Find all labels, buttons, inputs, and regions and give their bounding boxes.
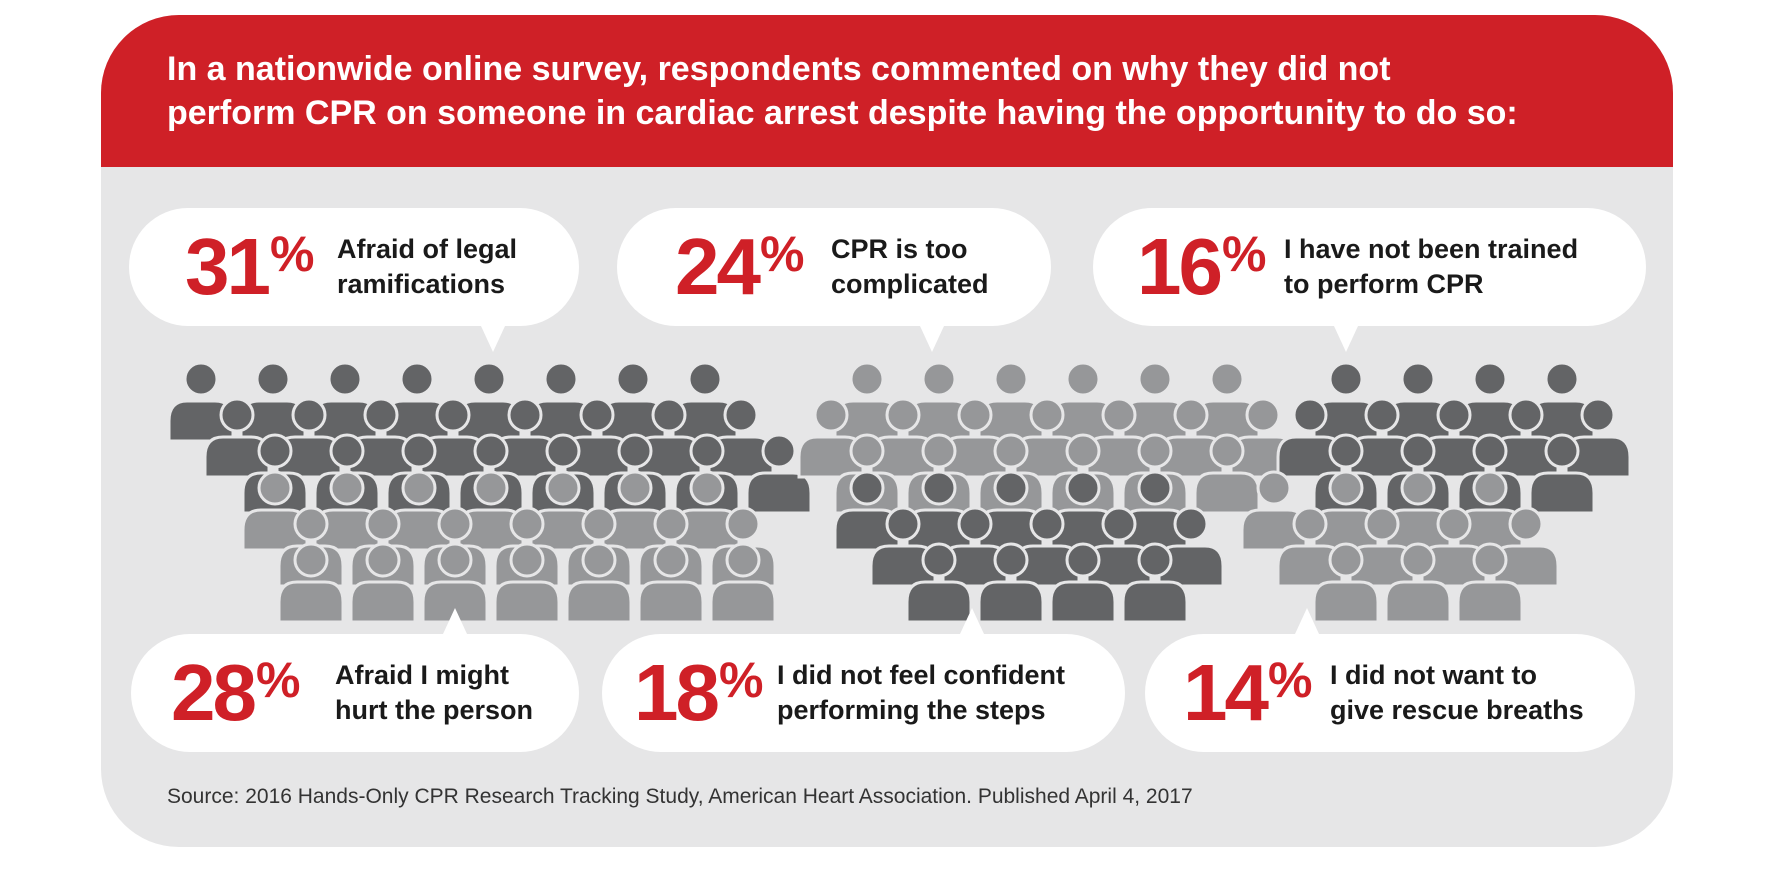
reason-bubble-not-trained: 16% I have not been trained to perform CP… [1093, 208, 1646, 352]
person-icon [637, 542, 705, 624]
person-icon [1193, 361, 1261, 443]
person-icon [1384, 542, 1452, 624]
person-icon [905, 361, 973, 443]
person-icon [1420, 506, 1488, 588]
person-icon [349, 542, 417, 624]
percent-value: 24% [675, 222, 805, 311]
reason-label: I did not want to give rescue breaths [1330, 660, 1584, 725]
person-icon [383, 361, 451, 443]
person-icon [1384, 361, 1452, 443]
source-note: Source: 2016 Hands-Only CPR Research Tra… [167, 785, 1193, 808]
person-icon [1348, 397, 1416, 479]
percent-value: 14% [1183, 648, 1313, 737]
person-icon [203, 397, 271, 479]
person-icon [1492, 397, 1560, 479]
reason-label: I have not been trained to perform CPR [1284, 234, 1579, 299]
person-icon [1456, 470, 1524, 552]
reason-label: Afraid I might hurt the person [335, 660, 534, 725]
person-icon [385, 470, 453, 552]
person-icon [275, 397, 343, 479]
person-icon [241, 470, 309, 552]
person-icon [1312, 470, 1380, 552]
percent-value: 31% [185, 222, 315, 311]
person-icon [313, 470, 381, 552]
percent-value: 18% [634, 648, 764, 737]
person-icon [239, 361, 307, 443]
person-icon [1456, 361, 1524, 443]
person-icon [1528, 361, 1596, 443]
person-icon [1420, 397, 1488, 479]
reason-bubble-not-confident: 18% I did not feel confident performing t… [602, 608, 1125, 752]
person-icon [671, 361, 739, 443]
person-icon [709, 542, 777, 624]
percent-value: 16% [1137, 222, 1267, 311]
person-icon [1121, 470, 1189, 552]
infographic-title: In a nationwide online survey, responden… [167, 47, 1647, 135]
reason-bubble-complicated: 24% CPR is too complicated [617, 208, 1051, 352]
reason-label: I did not feel confident performing the s… [777, 660, 1065, 725]
person-icon [905, 542, 973, 624]
person-icon [1121, 361, 1189, 443]
person-icon [833, 470, 901, 552]
person-icon [455, 361, 523, 443]
percent-value: 28% [171, 648, 301, 737]
person-icon [1528, 433, 1596, 515]
person-icon [1276, 506, 1344, 588]
person-icon [1049, 361, 1117, 443]
reason-label: Afraid of legal ramifications [337, 234, 518, 299]
person-icon [167, 361, 235, 443]
person-icon [277, 542, 345, 624]
person-icon [1121, 542, 1189, 624]
person-icon [565, 542, 633, 624]
person-icon [1193, 433, 1261, 515]
reason-bubble-hurt-person: 28% Afraid I might hurt the person [131, 608, 579, 752]
person-icon [1049, 542, 1117, 624]
title-line-2: perform CPR on someone in cardiac arrest… [167, 94, 1518, 132]
person-icon [1492, 506, 1560, 588]
person-icon [1312, 361, 1380, 443]
title-banner [101, 15, 1673, 167]
person-icon [311, 361, 379, 443]
person-icon [493, 542, 561, 624]
person-icon [527, 361, 595, 443]
title-line-1: In a nationwide online survey, responden… [167, 50, 1391, 88]
person-icon [977, 542, 1045, 624]
person-icon [745, 433, 813, 515]
reason-bubble-rescue-breaths: 14% I did not want to give rescue breaths [1145, 608, 1635, 752]
person-icon [421, 542, 489, 624]
person-icon [599, 361, 667, 443]
reason-bubble-legal: 31% Afraid of legal ramifications [129, 208, 579, 352]
person-icon [797, 397, 865, 479]
person-icon [1312, 542, 1380, 624]
reason-label: CPR is too complicated [831, 234, 989, 299]
person-icon [833, 361, 901, 443]
person-icon [977, 361, 1045, 443]
person-icon [1564, 397, 1632, 479]
person-icon [1456, 542, 1524, 624]
